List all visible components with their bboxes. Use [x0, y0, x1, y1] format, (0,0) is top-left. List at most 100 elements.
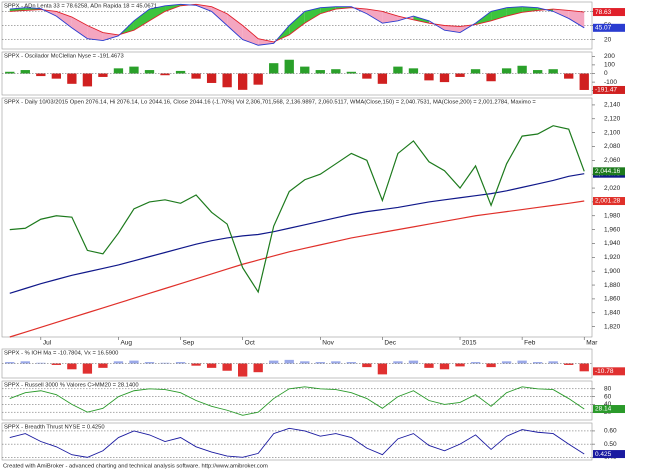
last-value-box: [593, 197, 625, 206]
bar: [253, 73, 263, 85]
bar: [82, 363, 93, 374]
bar: [160, 362, 170, 364]
y-tick-label: 2,080: [604, 143, 621, 150]
y-tick-label: 100: [604, 62, 615, 69]
band-fill: [382, 11, 398, 24]
bar: [222, 363, 232, 371]
band-fill: [553, 9, 569, 19]
bar: [424, 73, 434, 81]
bar: [253, 363, 263, 373]
series-line: [9, 173, 585, 294]
y-tick-label: 20: [604, 36, 612, 43]
last-value-box: [593, 85, 625, 94]
series-line: [9, 125, 585, 294]
y-tick-label: 40: [604, 401, 612, 408]
y-tick-label: 1,940: [604, 240, 621, 247]
band-fill: [366, 9, 383, 24]
panel-frame: [1, 380, 593, 421]
bar: [455, 73, 465, 77]
panel-title: SPPX - Oscilador McClellan Nyse = -191.4…: [4, 54, 124, 60]
x-tick-label: Jul: [43, 340, 52, 347]
bar: [393, 66, 403, 74]
bar: [517, 65, 527, 74]
band-fill: [289, 11, 305, 35]
x-tick-label: Oct: [245, 340, 255, 347]
y-tick-label: 0.50: [604, 441, 617, 448]
band-fill: [133, 9, 150, 31]
series-line: [9, 3, 585, 46]
bar: [284, 59, 294, 74]
panel-title: SPPX - % IOH Ma = -10.7804, Vx = 16.5900: [4, 351, 118, 357]
bar: [377, 73, 388, 84]
band-fill: [491, 7, 507, 21]
bar: [424, 363, 434, 368]
y-tick-label: 0.60: [604, 428, 617, 435]
last-value-label: -191.47: [595, 87, 617, 94]
bar: [175, 362, 186, 364]
last-value-box: [593, 450, 625, 459]
y-tick-label: 2,120: [604, 116, 621, 123]
last-value-label: -10.78: [595, 368, 614, 375]
bar: [175, 70, 186, 74]
bar: [113, 68, 124, 74]
y-tick-label: 1,820: [604, 323, 621, 330]
bar: [160, 73, 170, 76]
y-tick-label: 2,140: [604, 102, 621, 109]
y-tick-label: 60: [604, 393, 612, 400]
x-tick-label: Feb: [524, 340, 536, 347]
y-tick-label: 1,880: [604, 282, 621, 289]
y-tick-label: 1,980: [604, 212, 621, 219]
bar: [129, 360, 139, 364]
bar: [129, 66, 139, 74]
bar: [144, 362, 155, 364]
bar: [51, 363, 61, 365]
bar: [269, 360, 279, 364]
panel-frame: [1, 422, 593, 461]
band-fill: [211, 6, 228, 26]
bar: [501, 361, 512, 364]
y-tick-label: 1,860: [604, 296, 621, 303]
y-tick-label: 0: [604, 70, 608, 77]
bar: [579, 73, 589, 90]
panel-title: SPPX - Daily 10/03/2015 Open 2076.14, Hi…: [4, 100, 536, 106]
bar: [346, 362, 356, 364]
last-value-label: 28.14: [595, 406, 612, 413]
bar: [331, 361, 341, 364]
bar: [408, 68, 419, 74]
bar: [36, 362, 46, 364]
bar: [191, 363, 201, 366]
band-fill: [242, 25, 259, 46]
bar: [331, 69, 341, 74]
x-tick-label: Nov: [322, 340, 334, 347]
band-fill: [87, 25, 103, 41]
bar: [455, 363, 465, 367]
bar: [67, 73, 77, 84]
y-tick-label: 1,840: [604, 309, 621, 316]
x-tick-label: Aug: [120, 340, 132, 347]
series-line: [9, 386, 585, 416]
bar: [20, 70, 30, 74]
bar: [98, 363, 108, 368]
series-line: [9, 3, 585, 43]
band-fill: [568, 10, 585, 28]
bar: [517, 360, 527, 364]
last-value-label: 45.07: [595, 25, 612, 32]
panel-title: SPPX - Breadth Thrust NYSE = 0.4250: [4, 425, 105, 431]
bar: [36, 73, 46, 77]
bar: [564, 363, 574, 365]
x-tick-label: Sep: [183, 340, 195, 347]
y-tick-label: 80: [604, 386, 612, 393]
bar: [408, 360, 419, 364]
band-fill: [506, 6, 523, 17]
x-tick-label: Mar: [586, 340, 598, 347]
footer: Created with AmiBroker - advanced charti…: [3, 464, 268, 470]
bar: [470, 362, 481, 364]
x-tick-label: 2015: [462, 340, 477, 347]
bar: [470, 69, 481, 74]
band-fill: [304, 7, 321, 24]
y-tick-label: 2,100: [604, 129, 621, 136]
bar: [191, 73, 201, 79]
last-value-label: 2,044.16: [595, 168, 621, 175]
bar: [300, 66, 310, 74]
